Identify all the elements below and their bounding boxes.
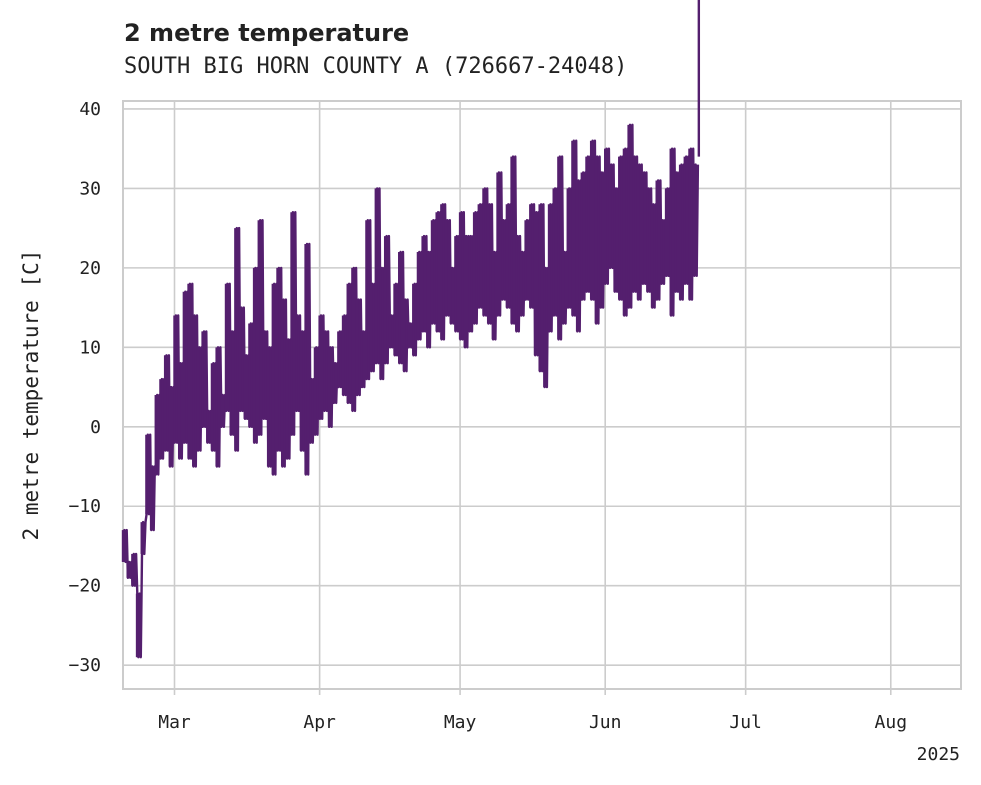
x-tick-label: May (444, 712, 477, 733)
year-label: 2025 (917, 744, 960, 765)
x-tick-label: Jun (589, 712, 622, 733)
y-tick-label: −10 (68, 496, 101, 517)
y-tick-label: 40 (79, 99, 101, 120)
y-tick-label: 0 (90, 417, 101, 438)
x-tick-label: Aug (875, 712, 908, 733)
y-tick-labels: −30 −20 −10 0 10 20 30 40 (68, 99, 101, 676)
y-axis-label: 2 metre temperature [C] (19, 250, 43, 541)
y-tick-label: 10 (79, 337, 101, 358)
y-tick-label: −30 (68, 655, 101, 676)
y-tick-label: 30 (79, 178, 101, 199)
chart-title: 2 metre temperature (124, 19, 409, 47)
x-tick-label: Jul (729, 712, 762, 733)
x-tick-labels: Mar Apr May Jun Jul Aug (158, 712, 907, 733)
x-tick-label: Apr (303, 712, 336, 733)
temperature-series-line (122, 123, 700, 659)
x-tick-label: Mar (158, 712, 191, 733)
series-layer (121, 0, 701, 659)
y-tick-label: −20 (68, 576, 101, 597)
chart-subtitle: SOUTH BIG HORN COUNTY A (726667-24048) (124, 54, 627, 79)
y-tick-label: 20 (79, 258, 101, 279)
plot-frame (122, 100, 962, 690)
